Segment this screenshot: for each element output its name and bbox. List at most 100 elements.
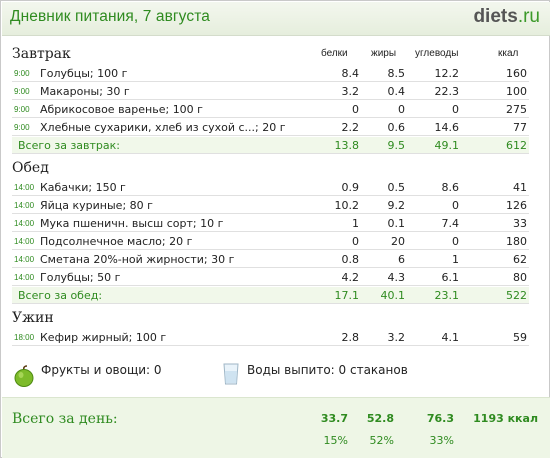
logo-tld: .ru [517,6,540,27]
meal-row[interactable]: 14:00 Мука пшеничн. высш сорт; 10 г 1 0.… [12,215,529,232]
kcal-value: 41 [513,181,527,194]
kcal-value: 59 [513,331,527,344]
meal-time: 9:00 [14,123,30,132]
protein-total: 17.1 [334,289,360,302]
meal-time: 9:00 [14,105,30,114]
section-title-lunch: Обед [12,160,49,176]
meal-time: 14:00 [14,255,35,264]
apple-icon [14,365,34,387]
protein-total: 13.8 [334,139,360,152]
fat-value: 0.4 [387,85,406,98]
section-title-dinner: Ужин [12,310,54,326]
food-name: Голубцы; 100 г [40,67,128,80]
meal-time: 9:00 [14,87,30,96]
day-total-panel: Всего за день: 33.7 52.8 76.3 1193 ккал … [2,397,550,458]
fruits-counter: Фрукты и овощи: 0 [41,363,162,377]
meal-row[interactable]: 14:00 Кабачки; 150 г 0.9 0.5 8.6 41 [12,179,529,196]
section-title-breakfast: Завтрак [12,46,71,62]
protein-value: 4.2 [341,271,360,284]
carbs-value: 8.6 [441,181,460,194]
day-total-label: Всего за день: [12,411,118,427]
fat-value: 4.3 [387,271,406,284]
page-title: Дневник питания, 7 августа [10,8,210,25]
logo-main: diets [473,6,518,27]
column-header-kcal: ккал [498,48,519,59]
meal-row[interactable]: 14:00 Сметана 20%-ной жирности; 30 г 0.8… [12,251,529,268]
day-fat-percent: 52% [369,434,394,447]
day-carbs: 76.3 [426,412,454,425]
kcal-value: 62 [513,253,527,266]
fat-value: 8.5 [387,67,406,80]
food-name: Голубцы; 50 г [40,271,121,284]
water-counter: Воды выпито: 0 стаканов [247,363,408,377]
carbs-total: 23.1 [434,289,460,302]
glass-icon [223,363,239,385]
food-name: Кабачки; 150 г [40,181,126,194]
carbs-value: 7.4 [441,217,460,230]
food-name: Яйца куриные; 80 г [40,199,153,212]
fat-value: 0.5 [387,181,406,194]
meal-row[interactable]: 14:00 Голубцы; 50 г 4.2 4.3 6.1 80 [12,269,529,286]
protein-value: 0 [352,103,359,116]
kcal-value: 33 [513,217,527,230]
meal-row[interactable]: 9:00 Абрикосовое варенье; 100 г 0 0 0 27… [12,101,529,118]
kcal-value: 80 [513,271,527,284]
kcal-value: 77 [513,121,527,134]
column-header-carbs: углеводы [415,48,459,59]
fat-value: 0.1 [387,217,406,230]
carbs-value: 0 [452,235,459,248]
protein-value: 8.4 [341,67,360,80]
carbs-total: 49.1 [434,139,460,152]
meal-row[interactable]: 14:00 Подсолнечное масло; 20 г 0 20 0 18… [12,233,529,250]
fat-value: 6 [398,253,405,266]
day-protein-percent: 15% [323,434,348,447]
column-header-fat: жиры [371,48,397,59]
meal-row[interactable]: 9:00 Хлебные сухарики, хлеб из сухой с..… [12,119,529,136]
total-label: Всего за завтрак: [18,139,121,152]
carbs-value: 14.6 [434,121,460,134]
day-fat: 52.8 [366,412,394,425]
meal-total-row: Всего за завтрак: 13.8 9.5 49.1 612 [12,137,529,154]
meal-row[interactable]: 18:00 Кефир жирный; 100 г 2.8 3.2 4.1 59 [12,329,529,346]
food-name: Макароны; 30 г [40,85,130,98]
fat-value: 20 [391,235,405,248]
header: Дневник питания, 7 августа diets.ru [2,2,550,36]
meal-row[interactable]: 14:00 Яйца куриные; 80 г 10.2 9.2 0 126 [12,197,529,214]
meal-time: 14:00 [14,237,35,246]
meal-row[interactable]: 9:00 Голубцы; 100 г 8.4 8.5 12.2 160 [12,65,529,82]
carbs-value: 0 [452,199,459,212]
carbs-value: 1 [452,253,459,266]
meal-total-row: Всего за обед: 17.1 40.1 23.1 522 [12,287,529,304]
fat-value: 9.2 [387,199,406,212]
meal-time: 14:00 [14,201,35,210]
protein-value: 2.8 [341,331,360,344]
fat-total: 40.1 [380,289,406,302]
protein-value: 0.9 [341,181,360,194]
fat-value: 0.6 [387,121,406,134]
total-label: Всего за обед: [18,289,103,302]
meal-time: 18:00 [14,333,35,342]
carbs-value: 0 [452,103,459,116]
food-name: Мука пшеничн. высш сорт; 10 г [40,217,224,230]
kcal-value: 180 [506,235,527,248]
fat-value: 0 [398,103,405,116]
protein-value: 10.2 [334,199,360,212]
day-protein: 33.7 [320,412,348,425]
food-name: Подсолнечное масло; 20 г [40,235,193,248]
kcal-value: 126 [506,199,527,212]
meal-time: 9:00 [14,69,30,78]
meal-time: 14:00 [14,273,35,282]
fat-total: 9.5 [387,139,406,152]
kcal-value: 100 [506,85,527,98]
meal-time: 14:00 [14,183,35,192]
protein-value: 3.2 [341,85,360,98]
food-name: Сметана 20%-ной жирности; 30 г [40,253,235,266]
day-carbs-percent: 33% [429,434,454,447]
food-name: Хлебные сухарики, хлеб из сухой с...; 20… [40,121,286,134]
kcal-total: 522 [506,289,527,302]
carbs-value: 12.2 [434,67,460,80]
site-logo[interactable]: diets.ru [473,6,540,28]
fat-value: 3.2 [387,331,406,344]
meal-row[interactable]: 9:00 Макароны; 30 г 3.2 0.4 22.3 100 [12,83,529,100]
